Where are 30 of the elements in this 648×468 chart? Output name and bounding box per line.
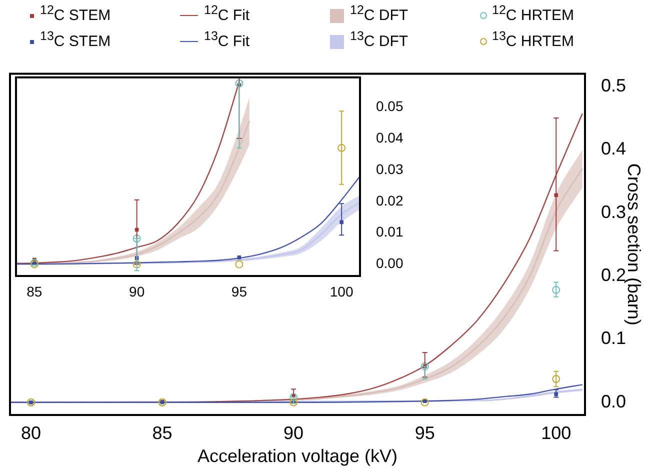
x-tick-label: 90 — [284, 422, 304, 443]
legend-label: $^{13}$C Fit — [204, 28, 250, 50]
x-tick-label: 95 — [231, 283, 248, 300]
y-tick-label: 0.1 — [601, 328, 626, 348]
x-tick-label: 85 — [26, 283, 42, 300]
legend-label: $^{12}$C Fit — [204, 2, 250, 24]
legend-label: $^{13}$C HRTEM — [492, 28, 574, 50]
y-tick-label: 0.04 — [376, 129, 404, 146]
x-axis-title: Acceleration voltage (kV) — [197, 446, 398, 466]
legend-label: $^{12}$C DFT — [350, 2, 408, 24]
x-tick-label: 85 — [152, 422, 172, 443]
x-tick-label: 80 — [20, 422, 42, 443]
x-tick-label: 95 — [414, 422, 435, 443]
y-tick-label: 0.00 — [376, 255, 404, 272]
y-tick-label: 0.5 — [601, 75, 626, 96]
y-tick-label: 0.03 — [376, 160, 404, 177]
x-tick-label: 90 — [129, 283, 145, 300]
legend-label: $^{13}$C DFT — [350, 28, 408, 50]
y-tick-label: 0.01 — [376, 224, 404, 240]
y-tick-label: 0.0 — [601, 391, 626, 412]
y-tick-label: 0.02 — [376, 192, 404, 208]
y-axis-title: Cross section (barn) — [624, 163, 644, 326]
legend-label: $^{12}$C STEM — [40, 2, 111, 24]
y-tick-label: 0.4 — [601, 138, 626, 159]
legend-label: $^{12}$C HRTEM — [492, 2, 574, 24]
legend-label: $^{13}$C STEM — [40, 28, 111, 50]
y-tick-label: 0.05 — [376, 98, 404, 114]
x-tick-label: 100 — [330, 283, 354, 300]
x-tick-label: 100 — [541, 422, 572, 443]
y-tick-label: 0.3 — [601, 202, 626, 222]
